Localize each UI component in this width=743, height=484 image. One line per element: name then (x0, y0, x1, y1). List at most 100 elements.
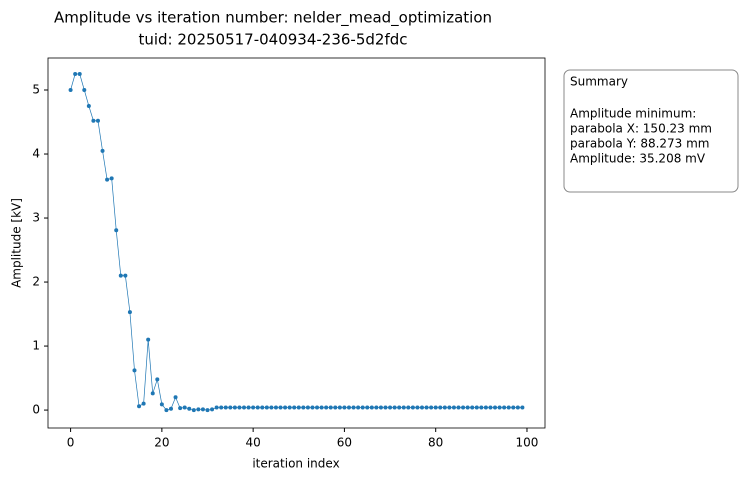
plot-frame (47, 57, 546, 429)
data-point (342, 405, 347, 410)
data-point (497, 405, 502, 410)
summary-line: Amplitude minimum: (570, 107, 696, 121)
data-point (292, 405, 297, 410)
data-point (219, 405, 224, 410)
x-tick-label: 100 (516, 436, 539, 450)
data-point (232, 405, 237, 410)
data-point (150, 391, 155, 396)
data-point (251, 405, 256, 410)
data-point (68, 88, 73, 93)
data-point (488, 405, 493, 410)
data-point (401, 405, 406, 410)
data-point (319, 405, 324, 410)
data-point (273, 405, 278, 410)
data-point (109, 176, 114, 181)
y-tick-label: 5 (32, 83, 40, 97)
data-point (278, 405, 283, 410)
data-point (351, 405, 356, 410)
data-point (269, 405, 274, 410)
x-tick-label: 80 (428, 436, 443, 450)
data-point (397, 405, 402, 410)
data-point (346, 405, 351, 410)
summary-line: parabola Y: 88.273 mm (570, 137, 710, 151)
data-point (310, 405, 315, 410)
data-point (470, 405, 475, 410)
data-point (296, 405, 301, 410)
data-point (365, 405, 370, 410)
data-point (433, 405, 438, 410)
data-point (447, 405, 452, 410)
data-point (73, 72, 78, 77)
data-point (451, 405, 456, 410)
data-point (132, 368, 137, 373)
data-point (410, 405, 415, 410)
data-point (438, 405, 443, 410)
data-point (337, 405, 342, 410)
x-tick-label: 60 (337, 436, 352, 450)
chart-title: Amplitude vs iteration number: nelder_me… (54, 9, 492, 28)
data-point (283, 405, 288, 410)
data-point (196, 407, 201, 412)
data-point (333, 405, 338, 410)
summary-line: parabola X: 150.23 mm (570, 122, 712, 136)
data-point (146, 337, 151, 342)
data-point (493, 405, 498, 410)
data-point (456, 405, 461, 410)
data-point (114, 228, 119, 233)
data-point (95, 118, 100, 123)
data-point (86, 104, 91, 109)
data-point (205, 408, 210, 413)
data-point (214, 405, 219, 410)
data-point (159, 402, 164, 407)
summary-box (563, 69, 739, 193)
data-point (424, 405, 429, 410)
data-point (383, 405, 388, 410)
data-point (187, 406, 192, 411)
data-point (164, 408, 169, 413)
x-tick-label: 20 (154, 436, 169, 450)
data-point (118, 273, 123, 278)
data-point (77, 72, 82, 77)
data-point (374, 405, 379, 410)
data-point (191, 408, 196, 413)
y-tick-label: 2 (32, 275, 40, 289)
x-tick-label: 40 (246, 436, 261, 450)
data-point (301, 405, 306, 410)
data-point (502, 405, 507, 410)
y-tick-label: 3 (32, 211, 40, 225)
data-point (442, 405, 447, 410)
data-point (228, 405, 233, 410)
data-point (315, 405, 320, 410)
data-point (237, 405, 242, 410)
data-point (506, 405, 511, 410)
data-point (155, 377, 160, 382)
y-tick-label: 4 (32, 147, 40, 161)
data-point (178, 406, 183, 411)
data-point (328, 405, 333, 410)
y-tick-label: 0 (32, 403, 40, 417)
data-point (511, 405, 516, 410)
data-line (70, 73, 523, 411)
data-point (483, 405, 488, 410)
data-point (123, 273, 128, 278)
data-point (388, 405, 393, 410)
data-point (141, 401, 146, 406)
data-point (479, 405, 484, 410)
data-point (182, 405, 187, 410)
data-point (210, 407, 215, 412)
data-point (242, 405, 247, 410)
data-point (287, 405, 292, 410)
data-point (415, 405, 420, 410)
data-point (260, 405, 265, 410)
y-axis-label: Amplitude [kV] (10, 198, 24, 288)
data-point (305, 405, 310, 410)
data-point (360, 405, 365, 410)
data-point (515, 405, 520, 410)
data-point (429, 405, 434, 410)
data-point (223, 405, 228, 410)
data-point (246, 405, 251, 410)
data-point (168, 406, 173, 411)
data-point (264, 405, 269, 410)
data-point (369, 405, 374, 410)
